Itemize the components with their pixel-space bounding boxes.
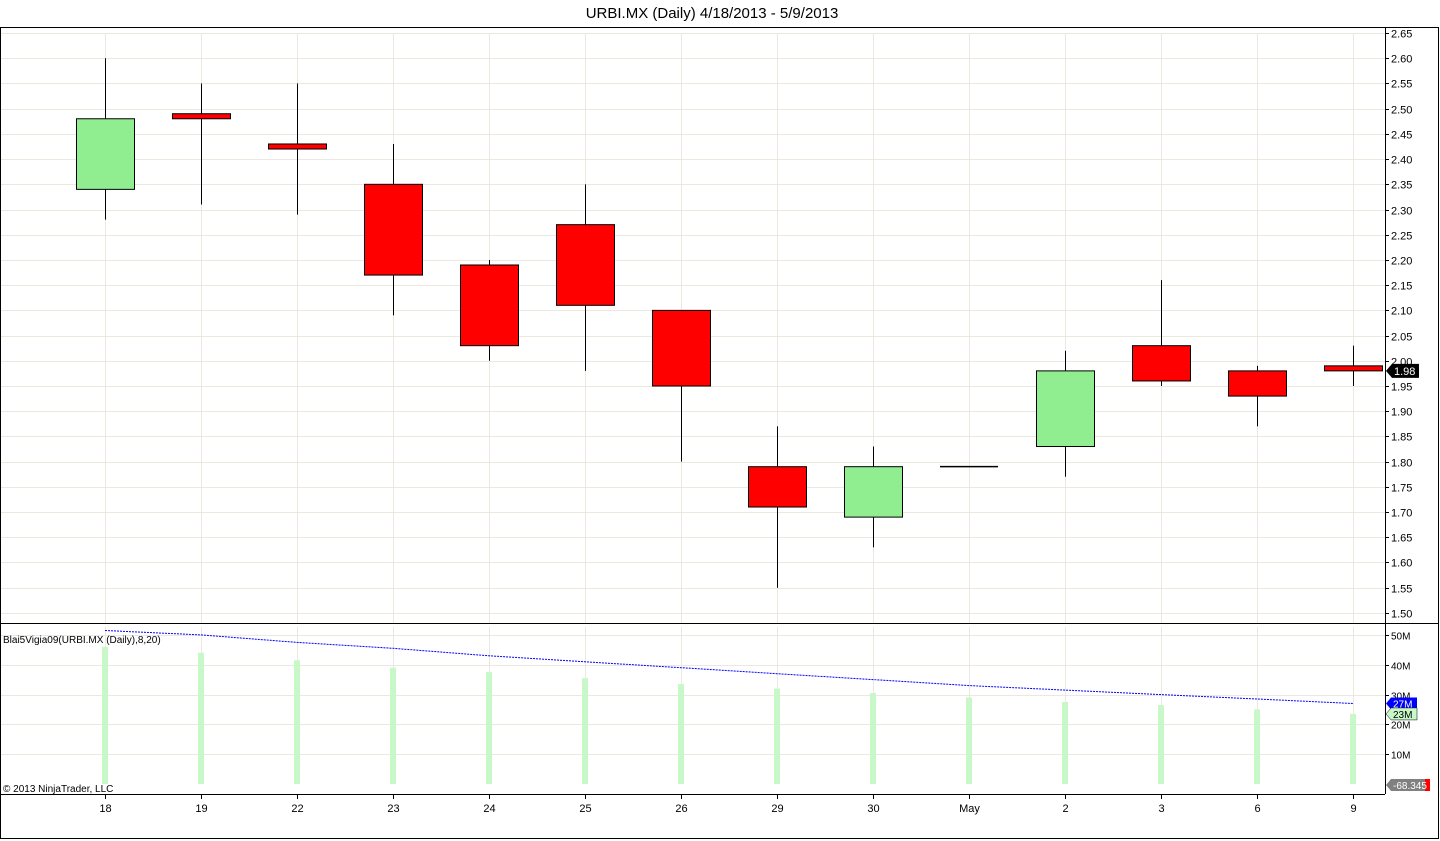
x-tick-label: 18 bbox=[99, 803, 111, 815]
x-tick-label: 3 bbox=[1158, 803, 1164, 815]
outer-border bbox=[0, 27, 1439, 839]
price-tick-label: 2.05 bbox=[1391, 332, 1412, 344]
indicator-bar bbox=[582, 678, 588, 784]
price-axis: 1.50 1.55 1.60 1.65 1.70 1.75 1.80 1.85 1.90 1.95… bbox=[1385, 29, 1419, 621]
candle-down bbox=[1324, 365, 1383, 372]
indicator-bar bbox=[102, 646, 108, 784]
x-tick-label: 29 bbox=[771, 803, 783, 815]
indicator-tick-label: 30M bbox=[1391, 692, 1410, 703]
x-tick-label: 6 bbox=[1254, 803, 1260, 815]
candle-up bbox=[76, 118, 135, 190]
candle-down bbox=[268, 143, 327, 150]
chart-frame bbox=[0, 27, 1439, 839]
indicator-bar bbox=[870, 693, 876, 784]
candle-up bbox=[844, 466, 903, 518]
price-tick-label: 2.25 bbox=[1391, 231, 1412, 243]
indicator-line-value-label: 27M bbox=[1393, 700, 1412, 711]
indicator-line-group bbox=[104, 630, 1354, 704]
x-axis: 18 19 22 23 24 25 26 29 30 May 2 3 6 9 bbox=[99, 794, 1357, 815]
indicator-bars bbox=[102, 646, 1356, 784]
price-tick-label: 1.70 bbox=[1391, 508, 1412, 520]
x-tick-label: 25 bbox=[579, 803, 591, 815]
indicator-bar-value-marker bbox=[1385, 707, 1418, 721]
price-tick-label: 2.30 bbox=[1391, 206, 1412, 218]
price-tick-label: 2.50 bbox=[1391, 105, 1412, 117]
candle-down bbox=[460, 264, 519, 347]
indicator-extra-value-marker bbox=[1386, 779, 1425, 791]
indicator-bar bbox=[1254, 709, 1260, 784]
price-tick-label: 2.20 bbox=[1391, 256, 1412, 268]
indicator-bar bbox=[1158, 704, 1164, 784]
last-price-marker bbox=[1386, 363, 1419, 378]
indicator-line bbox=[104, 630, 1354, 704]
candles bbox=[76, 58, 1383, 588]
price-tick-label: 1.55 bbox=[1391, 584, 1412, 596]
price-tick-label: 1.85 bbox=[1391, 432, 1412, 444]
x-tick-label: 22 bbox=[291, 803, 303, 815]
candle-down bbox=[1132, 345, 1191, 382]
indicator-bar bbox=[1062, 702, 1068, 784]
indicator-label: Blai5Vigia09(URBI.MX (Daily),8,20) bbox=[3, 635, 161, 646]
price-tick-label: 1.65 bbox=[1391, 533, 1412, 545]
indicator-bar bbox=[390, 667, 396, 784]
price-tick-label: 1.75 bbox=[1391, 483, 1412, 495]
x-tick-label: 24 bbox=[483, 803, 495, 815]
x-tick-label: 23 bbox=[387, 803, 399, 815]
price-tick-label: 2.10 bbox=[1391, 306, 1412, 318]
chart-title: URBI.MX (Daily) 4/18/2013 - 5/9/2013 bbox=[586, 5, 839, 22]
indicator-bar bbox=[198, 652, 204, 784]
price-tick-label: 2.65 bbox=[1391, 29, 1412, 41]
indicator-tick-label: 50M bbox=[1391, 632, 1410, 643]
x-tick-label: 9 bbox=[1350, 803, 1356, 815]
candle-down bbox=[172, 113, 231, 120]
x-tick-label: 19 bbox=[195, 803, 207, 815]
candle-down bbox=[748, 466, 807, 508]
price-tick-label: 2.40 bbox=[1391, 155, 1412, 167]
indicator-line-value-marker bbox=[1386, 697, 1417, 710]
candle-down bbox=[364, 183, 423, 276]
candle-up bbox=[1036, 370, 1095, 448]
price-tick-label: 2.55 bbox=[1391, 79, 1412, 91]
x-tick-label: May bbox=[959, 803, 980, 815]
indicator-bar bbox=[678, 684, 684, 784]
x-tick-label: 26 bbox=[675, 803, 687, 815]
indicator-bar-value-label: 23M bbox=[1393, 710, 1412, 721]
price-tick-label: 1.60 bbox=[1391, 558, 1412, 570]
price-tick-label: 2.15 bbox=[1391, 281, 1412, 293]
indicator-bar bbox=[486, 672, 492, 784]
price-tick-label: 1.80 bbox=[1391, 458, 1412, 470]
indicator-bar bbox=[294, 660, 300, 784]
price-tick-label: 2.35 bbox=[1391, 180, 1412, 192]
indicator-bar bbox=[966, 697, 972, 784]
indicator-tick-label: 40M bbox=[1391, 662, 1410, 673]
candle-down bbox=[556, 224, 615, 306]
candle-down bbox=[1228, 370, 1287, 397]
x-tick-label: 2 bbox=[1062, 803, 1068, 815]
price-tick-label: 1.50 bbox=[1391, 609, 1412, 621]
x-tick-label: 30 bbox=[867, 803, 879, 815]
indicator-tick-label: 10M bbox=[1391, 751, 1410, 762]
last-price-label: 1.98 bbox=[1394, 366, 1415, 378]
copyright-text: © 2013 NinjaTrader, LLC bbox=[3, 784, 113, 795]
price-tick-label: 2.60 bbox=[1391, 54, 1412, 66]
indicator-extra-value-tab bbox=[1425, 779, 1430, 791]
price-tick-label: 1.90 bbox=[1391, 407, 1412, 419]
indicator-extra-value-label: -68.345 bbox=[1393, 781, 1427, 792]
indicator-bar bbox=[774, 688, 780, 784]
price-tick-label: 1.95 bbox=[1391, 382, 1412, 394]
indicator-grid bbox=[1, 627, 1385, 784]
indicator-bar bbox=[1350, 713, 1356, 784]
candle-down bbox=[652, 309, 711, 387]
price-tick-label: 2.45 bbox=[1391, 130, 1412, 142]
indicator-tick-label: 20M bbox=[1391, 721, 1410, 732]
